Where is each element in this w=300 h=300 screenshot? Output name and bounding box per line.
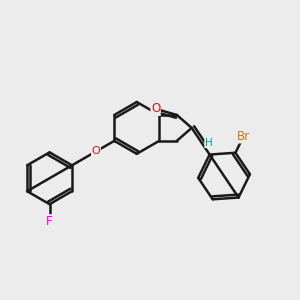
Text: O: O: [92, 146, 100, 157]
Text: F: F: [46, 215, 53, 228]
Text: H: H: [205, 138, 213, 148]
Text: Br: Br: [237, 130, 250, 143]
Text: O: O: [151, 102, 160, 116]
